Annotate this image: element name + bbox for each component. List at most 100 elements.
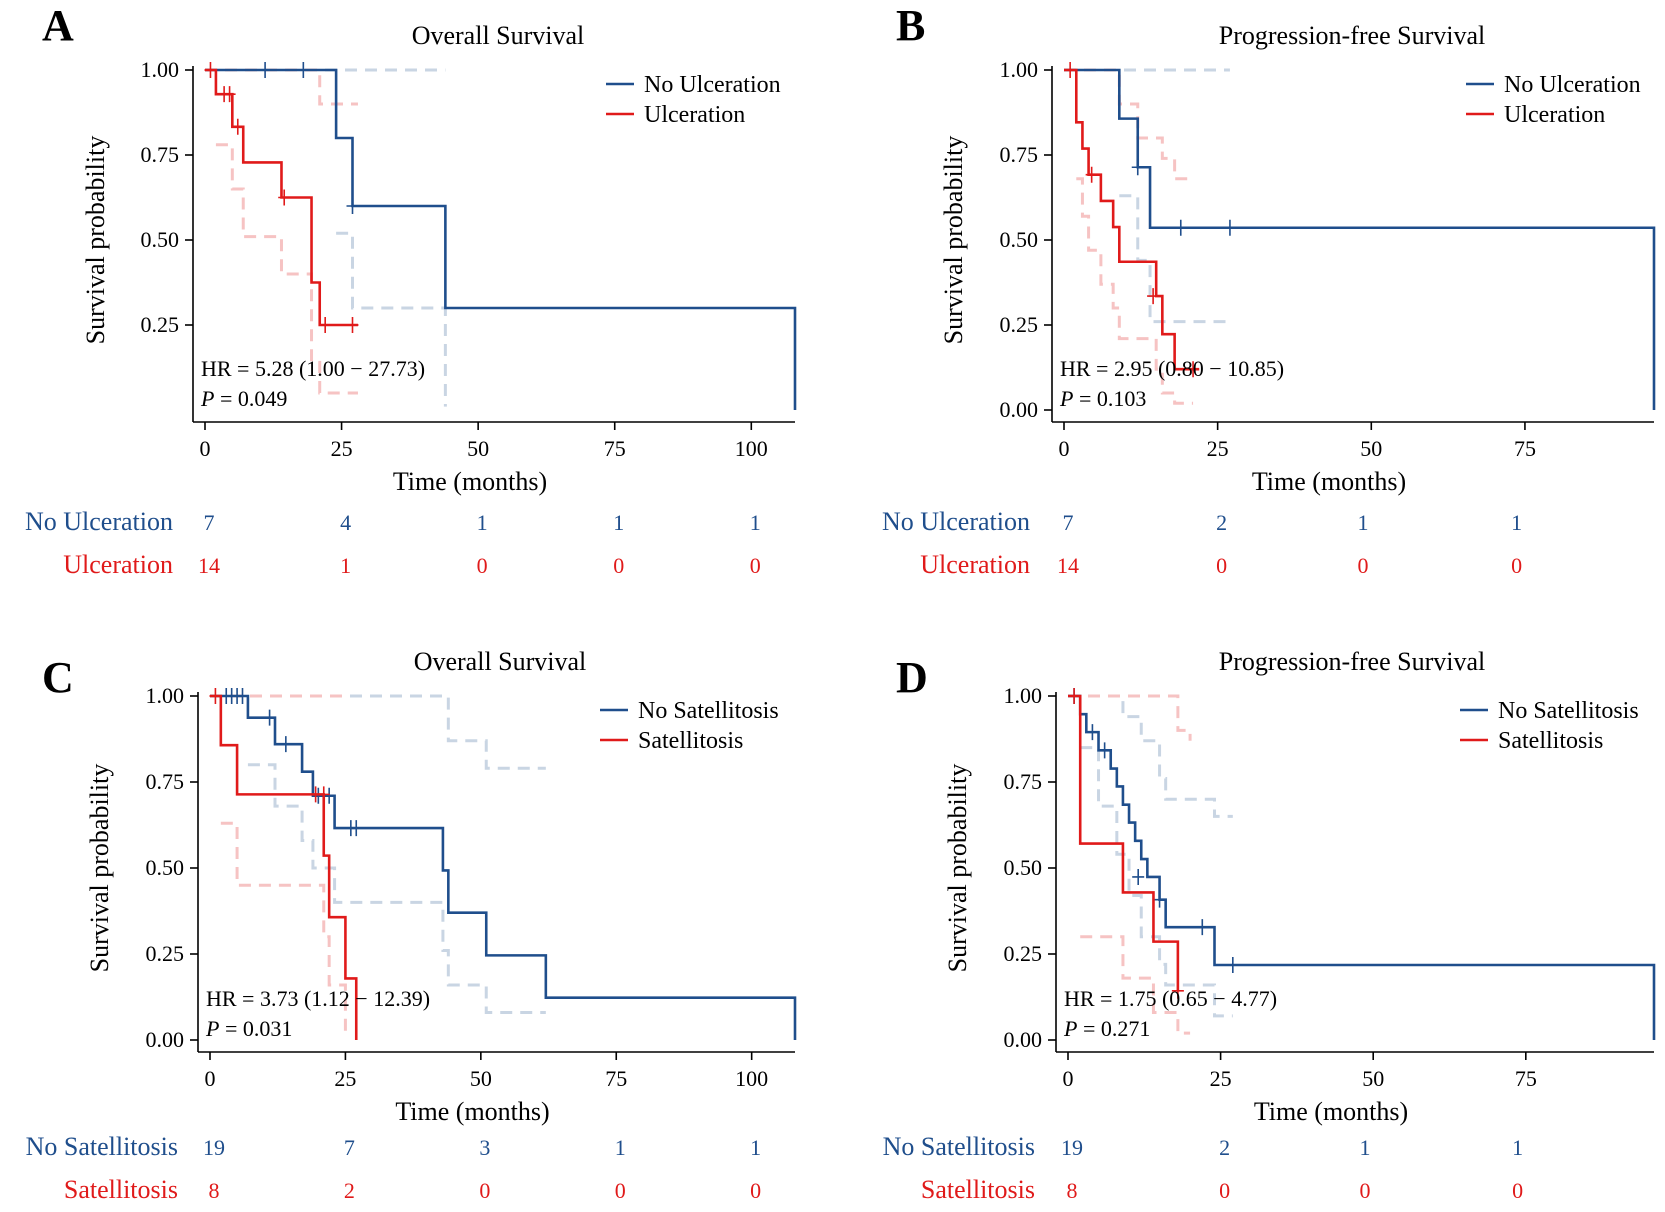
ci-lower-no-ulceration	[1119, 194, 1230, 324]
legend-label: Satellitosis	[1498, 728, 1603, 754]
p-annotation: P = 0.049	[200, 386, 287, 411]
censor-mark	[1132, 868, 1145, 885]
y-tick-label: 0.50	[1000, 227, 1039, 252]
p-annotation: P = 0.103	[1059, 386, 1146, 411]
x-tick-label: 50	[470, 1066, 492, 1091]
ci-lower-no-satellitosis	[247, 763, 546, 1014]
censor-mark	[1196, 919, 1209, 936]
ci-lower-satellitosis	[1080, 935, 1191, 1035]
x-tick-label: 25	[334, 1066, 356, 1091]
legend-label: No Ulceration	[644, 72, 781, 98]
y-tick-label: 0.75	[141, 142, 180, 167]
risk-count: 0	[613, 553, 624, 578]
legend-label: No Satellitosis	[638, 698, 779, 724]
y-tick-label: 0.50	[141, 227, 180, 252]
x-tick-label: 25	[1210, 1066, 1232, 1091]
risk-count: 1	[1358, 510, 1369, 535]
y-tick-label: 1.00	[146, 683, 185, 708]
y-axis-title: Survival probability	[943, 764, 972, 973]
risk-count: 1	[340, 553, 351, 578]
y-axis-title: Survival probability	[81, 136, 110, 345]
risk-count: 0	[1512, 1178, 1523, 1203]
km-curve-ulceration	[1064, 68, 1200, 371]
y-tick-label: 0.75	[1000, 142, 1039, 167]
censor-mark	[223, 86, 236, 103]
ci-upper-no-satellitosis	[210, 694, 546, 770]
risk-count: 7	[1063, 510, 1074, 535]
risk-count: 0	[1219, 1178, 1230, 1203]
x-tick-label: 50	[1360, 436, 1382, 461]
risk-count: 2	[344, 1178, 355, 1203]
ci-lower-ulceration	[215, 143, 358, 395]
risk-count: 0	[1358, 553, 1369, 578]
p-annotation: P = 0.271	[1063, 1016, 1150, 1041]
risk-count: 0	[750, 553, 761, 578]
risk-count: 0	[1511, 553, 1522, 578]
x-tick-label: 25	[1207, 436, 1229, 461]
x-tick-label: 0	[1059, 436, 1070, 461]
x-axis-title: Time (months)	[393, 467, 547, 496]
km-curve-satellitosis	[1068, 694, 1180, 991]
censor-mark	[346, 198, 359, 214]
x-tick-label: 50	[467, 436, 489, 461]
km-curve-satellitosis	[210, 694, 358, 1040]
ci-upper-no-satellitosis	[1068, 694, 1233, 818]
p-value: = 0.103	[1073, 386, 1146, 411]
panel-d: D Progression-free Survival 0 25 50 75 0.00 0.2…	[883, 647, 1656, 1204]
y-tick-label: 0.75	[146, 769, 185, 794]
risk-count: 0	[750, 1178, 761, 1203]
risk-count: 3	[479, 1135, 490, 1160]
censor-mark	[1187, 361, 1200, 378]
risk-count: 1	[615, 1135, 626, 1160]
y-tick-label: 0.00	[146, 1027, 185, 1052]
risk-row-label: No Satellitosis	[883, 1132, 1035, 1161]
censor-mark	[1131, 159, 1144, 176]
y-tick-label: 1.00	[1004, 683, 1043, 708]
risk-count: 1	[750, 510, 761, 535]
risk-count: 7	[204, 510, 215, 535]
censor-mark	[1085, 166, 1098, 183]
risk-count: 1	[1512, 1135, 1523, 1160]
risk-count: 2	[1219, 1135, 1230, 1160]
legend-label: Ulceration	[644, 102, 745, 128]
censor-mark	[346, 317, 359, 333]
x-tick-label: 100	[735, 1066, 768, 1091]
km-curve-no-satellitosis	[210, 694, 797, 1040]
panel-label: B	[896, 1, 925, 50]
risk-count: 19	[203, 1135, 225, 1160]
legend-label: Ulceration	[1504, 102, 1605, 128]
risk-count: 8	[209, 1178, 220, 1203]
censor-mark	[1064, 62, 1077, 78]
censor-mark	[1147, 288, 1160, 305]
legend-label: No Ulceration	[1504, 72, 1641, 98]
censor-mark	[204, 62, 217, 78]
y-axis-title: Survival probability	[939, 136, 968, 345]
risk-count: 2	[1216, 510, 1227, 535]
risk-count: 1	[477, 510, 488, 535]
risk-count: 1	[1511, 510, 1522, 535]
risk-count: 4	[340, 510, 351, 535]
y-tick-label: 0.25	[1000, 312, 1039, 337]
risk-count: 0	[1216, 553, 1227, 578]
x-tick-label: 75	[605, 1066, 627, 1091]
risk-count: 0	[1360, 1178, 1371, 1203]
censor-mark	[350, 820, 363, 837]
risk-count: 7	[344, 1135, 355, 1160]
x-tick-label: 100	[735, 436, 768, 461]
panel-label: C	[42, 653, 74, 702]
legend-label: No Satellitosis	[1498, 698, 1639, 724]
x-tick-label: 75	[1514, 436, 1536, 461]
ci-lower-ulceration	[1076, 177, 1194, 405]
chart-title: Progression-free Survival	[1219, 21, 1485, 50]
ci-upper-ulceration	[1064, 68, 1194, 181]
censor-mark	[1086, 724, 1099, 741]
ci-lower-no-satellitosis	[1080, 746, 1233, 1018]
x-tick-label: 0	[205, 1066, 216, 1091]
hr-annotation: HR = 5.28 (1.00 − 27.73)	[201, 356, 425, 381]
risk-count: 1	[750, 1135, 761, 1160]
risk-count: 19	[1061, 1135, 1083, 1160]
x-axis-title: Time (months)	[1252, 467, 1406, 496]
censor-mark	[1223, 219, 1236, 236]
